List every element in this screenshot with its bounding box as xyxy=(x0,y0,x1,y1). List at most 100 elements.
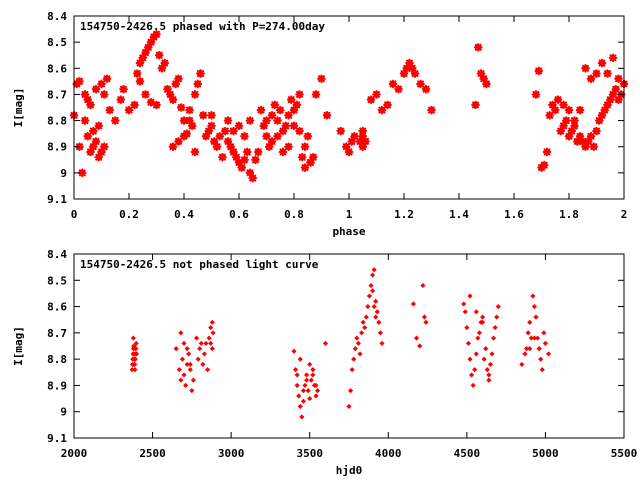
phased-data-point xyxy=(572,137,582,146)
phased-data-point xyxy=(240,131,249,141)
phased-y-tick-label: 8.5 xyxy=(47,36,67,49)
unphased-data-point xyxy=(346,403,352,410)
phased-data-point xyxy=(550,105,560,115)
phased-data-point xyxy=(242,147,252,157)
unphased-data-point xyxy=(189,388,195,394)
unphased-data-point xyxy=(467,293,473,299)
phased-data-point xyxy=(597,111,607,120)
unphased-plot-frame xyxy=(73,253,625,439)
phased-data-point xyxy=(207,111,216,120)
unphased-data-point xyxy=(294,382,300,388)
phased-data-point xyxy=(86,100,95,110)
phased-data-point xyxy=(215,131,225,141)
phased-data-point xyxy=(141,48,150,57)
unphased-data-point xyxy=(178,330,184,336)
phased-data-point xyxy=(196,69,205,78)
unphased-data-point xyxy=(351,356,357,362)
phased-x-tick-label: 0.2 xyxy=(119,208,139,221)
phased-data-point xyxy=(592,126,601,136)
phased-data-point xyxy=(152,100,161,110)
phased-data-point xyxy=(358,131,368,141)
phased-y-tick-label: 8.6 xyxy=(47,62,67,75)
phased-x-tick-label: 0.4 xyxy=(174,208,194,221)
phased-data-point xyxy=(295,126,304,136)
unphased-x-tick-label: 4000 xyxy=(375,447,402,460)
unphased-data-point xyxy=(198,340,204,346)
phased-data-point xyxy=(119,84,128,94)
unphased-x-tick-label: 5500 xyxy=(611,447,638,460)
phased-data-point xyxy=(273,131,282,141)
phased-data-point xyxy=(407,63,417,73)
unphased-data-point xyxy=(308,377,314,383)
phased-data-point xyxy=(176,103,186,112)
phased-data-point xyxy=(212,142,222,152)
unphased-data-point xyxy=(475,335,481,341)
unphased-y-tick-label: 9 xyxy=(60,406,67,419)
phased-data-point xyxy=(141,90,150,99)
unphased-data-point xyxy=(176,367,182,373)
phased-data-point xyxy=(286,95,296,104)
phased-data-point xyxy=(284,111,293,120)
unphased-data-point xyxy=(531,304,537,310)
unphased-data-point xyxy=(417,343,423,349)
phased-data-point xyxy=(589,142,599,152)
unphased-data-point xyxy=(531,335,537,341)
phased-y-tick-label: 8.8 xyxy=(47,115,67,128)
unphased-data-point xyxy=(293,367,299,373)
phased-data-point xyxy=(262,116,271,125)
phased-data-point xyxy=(405,58,414,68)
unphased-y-tick-label: 8.9 xyxy=(47,379,67,392)
phased-data-point xyxy=(311,90,321,99)
phased-data-point xyxy=(190,90,200,99)
phased-data-point xyxy=(234,121,244,131)
unphased-data-point xyxy=(187,361,193,367)
phased-data-point xyxy=(278,126,288,136)
phased-plot-frame xyxy=(73,15,625,200)
unphased-data-point xyxy=(294,372,300,378)
unphased-data-point xyxy=(203,340,209,346)
phased-data-point xyxy=(187,121,197,131)
unphased-data-point xyxy=(538,356,544,362)
unphased-y-tick-label: 9.1 xyxy=(47,432,67,445)
phased-data-point xyxy=(229,126,238,136)
phased-data-point xyxy=(201,131,211,141)
phased-data-point xyxy=(174,137,183,146)
phased-data-point xyxy=(163,84,172,94)
phased-data-point xyxy=(355,137,365,146)
unphased-data-point xyxy=(299,414,305,420)
phased-data-point xyxy=(110,116,120,125)
unphased-data-point xyxy=(133,340,139,346)
unphased-data-point xyxy=(377,330,383,336)
phased-data-point xyxy=(179,131,189,141)
unphased-data-point xyxy=(480,314,486,320)
unphased-data-point xyxy=(527,346,533,352)
phased-data-point xyxy=(168,142,178,152)
phased-data-point xyxy=(237,163,247,172)
phased-data-point xyxy=(124,105,134,115)
unphased-data-point xyxy=(371,267,377,273)
unphased-data-point xyxy=(420,282,426,289)
phased-x-tick-label: 0.6 xyxy=(229,208,249,221)
phased-data-point xyxy=(583,137,593,146)
unphased-data-point xyxy=(469,372,475,378)
unphased-data-point xyxy=(313,382,319,388)
unphased-x-tick-label: 2000 xyxy=(61,447,88,460)
phased-data-point xyxy=(344,147,354,157)
phased-data-point xyxy=(138,53,148,63)
unphased-data-point xyxy=(480,319,486,325)
phased-data-point xyxy=(99,142,109,152)
phased-data-point xyxy=(289,105,299,115)
unphased-data-point xyxy=(133,351,140,357)
unphased-data-point xyxy=(481,356,487,362)
unphased-data-point xyxy=(362,325,368,331)
phased-data-point xyxy=(259,121,269,131)
phased-data-point xyxy=(204,126,214,136)
unphased-data-point xyxy=(201,351,207,357)
phased-data-point xyxy=(471,100,480,110)
phased-data-point xyxy=(358,126,368,136)
phased-data-point xyxy=(295,90,304,99)
phased-data-point xyxy=(297,152,307,162)
unphased-data-point xyxy=(527,319,533,325)
phased-data-point xyxy=(135,77,145,86)
phased-data-point xyxy=(229,147,238,157)
